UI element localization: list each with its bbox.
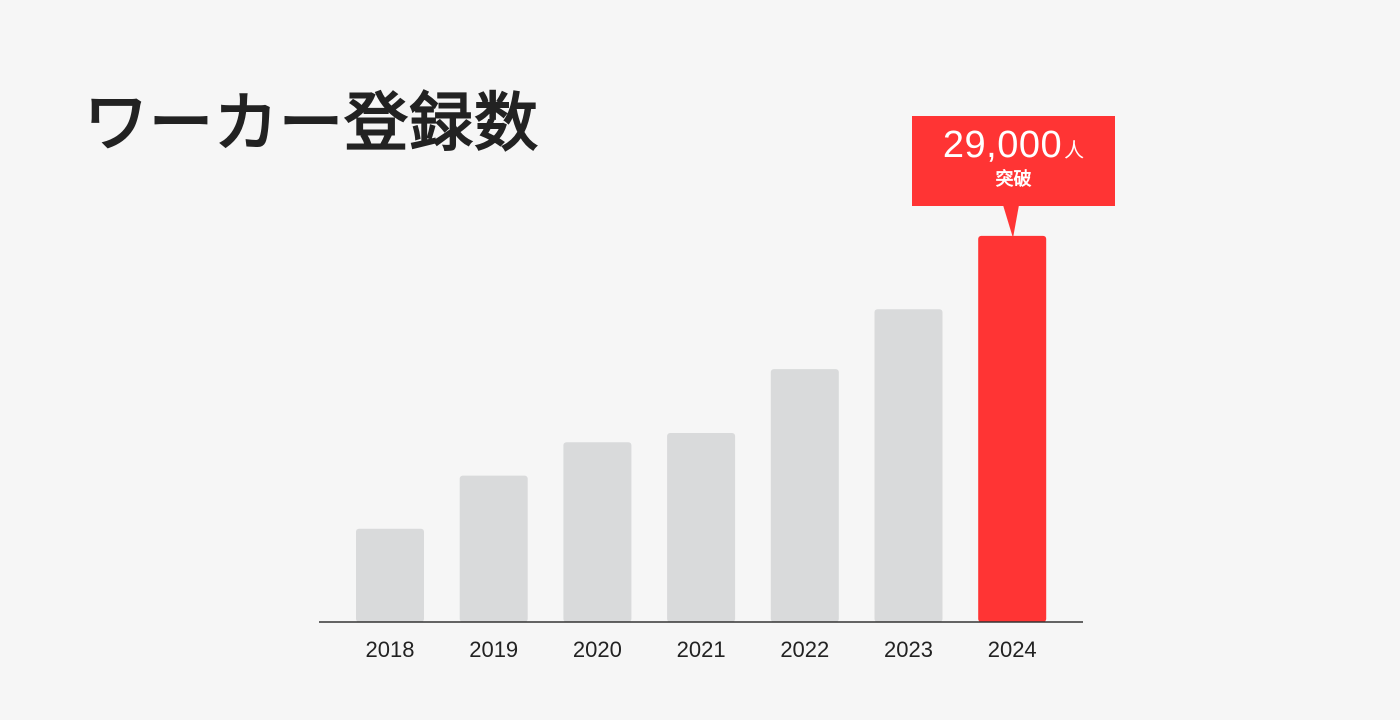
callout-sub-label: 突破 bbox=[995, 169, 1032, 190]
bar-2019 bbox=[459, 475, 528, 622]
callout-value: 29,000 bbox=[942, 124, 1063, 166]
x-tick-label-2018: 2018 bbox=[366, 637, 415, 662]
bar-2018 bbox=[356, 528, 424, 622]
bars-group bbox=[356, 235, 1047, 622]
bar-2021 bbox=[667, 433, 736, 622]
x-tick-label-2019: 2019 bbox=[469, 637, 518, 662]
bar-2023 bbox=[874, 309, 943, 622]
chart-title: ワーカー登録数 bbox=[84, 87, 539, 161]
bar-2020 bbox=[563, 442, 632, 622]
callout-value-row: 29,000 人 bbox=[912, 126, 1115, 164]
x-tick-label-2023: 2023 bbox=[884, 637, 933, 662]
callout-unit: 人 bbox=[1064, 138, 1085, 162]
bar-2024 bbox=[978, 235, 1047, 622]
x-tick-label-2024: 2024 bbox=[988, 637, 1037, 662]
x-tick-labels: 2018 2019 2020 2021 2022 2023 2024 bbox=[366, 637, 1037, 662]
highlight-callout: 29,000 人 突破 bbox=[912, 116, 1115, 206]
callout-pointer bbox=[1003, 205, 1019, 238]
x-tick-label-2022: 2022 bbox=[780, 637, 829, 662]
x-tick-label-2021: 2021 bbox=[677, 637, 726, 662]
x-tick-label-2020: 2020 bbox=[573, 637, 622, 662]
bar-2022 bbox=[770, 369, 839, 622]
